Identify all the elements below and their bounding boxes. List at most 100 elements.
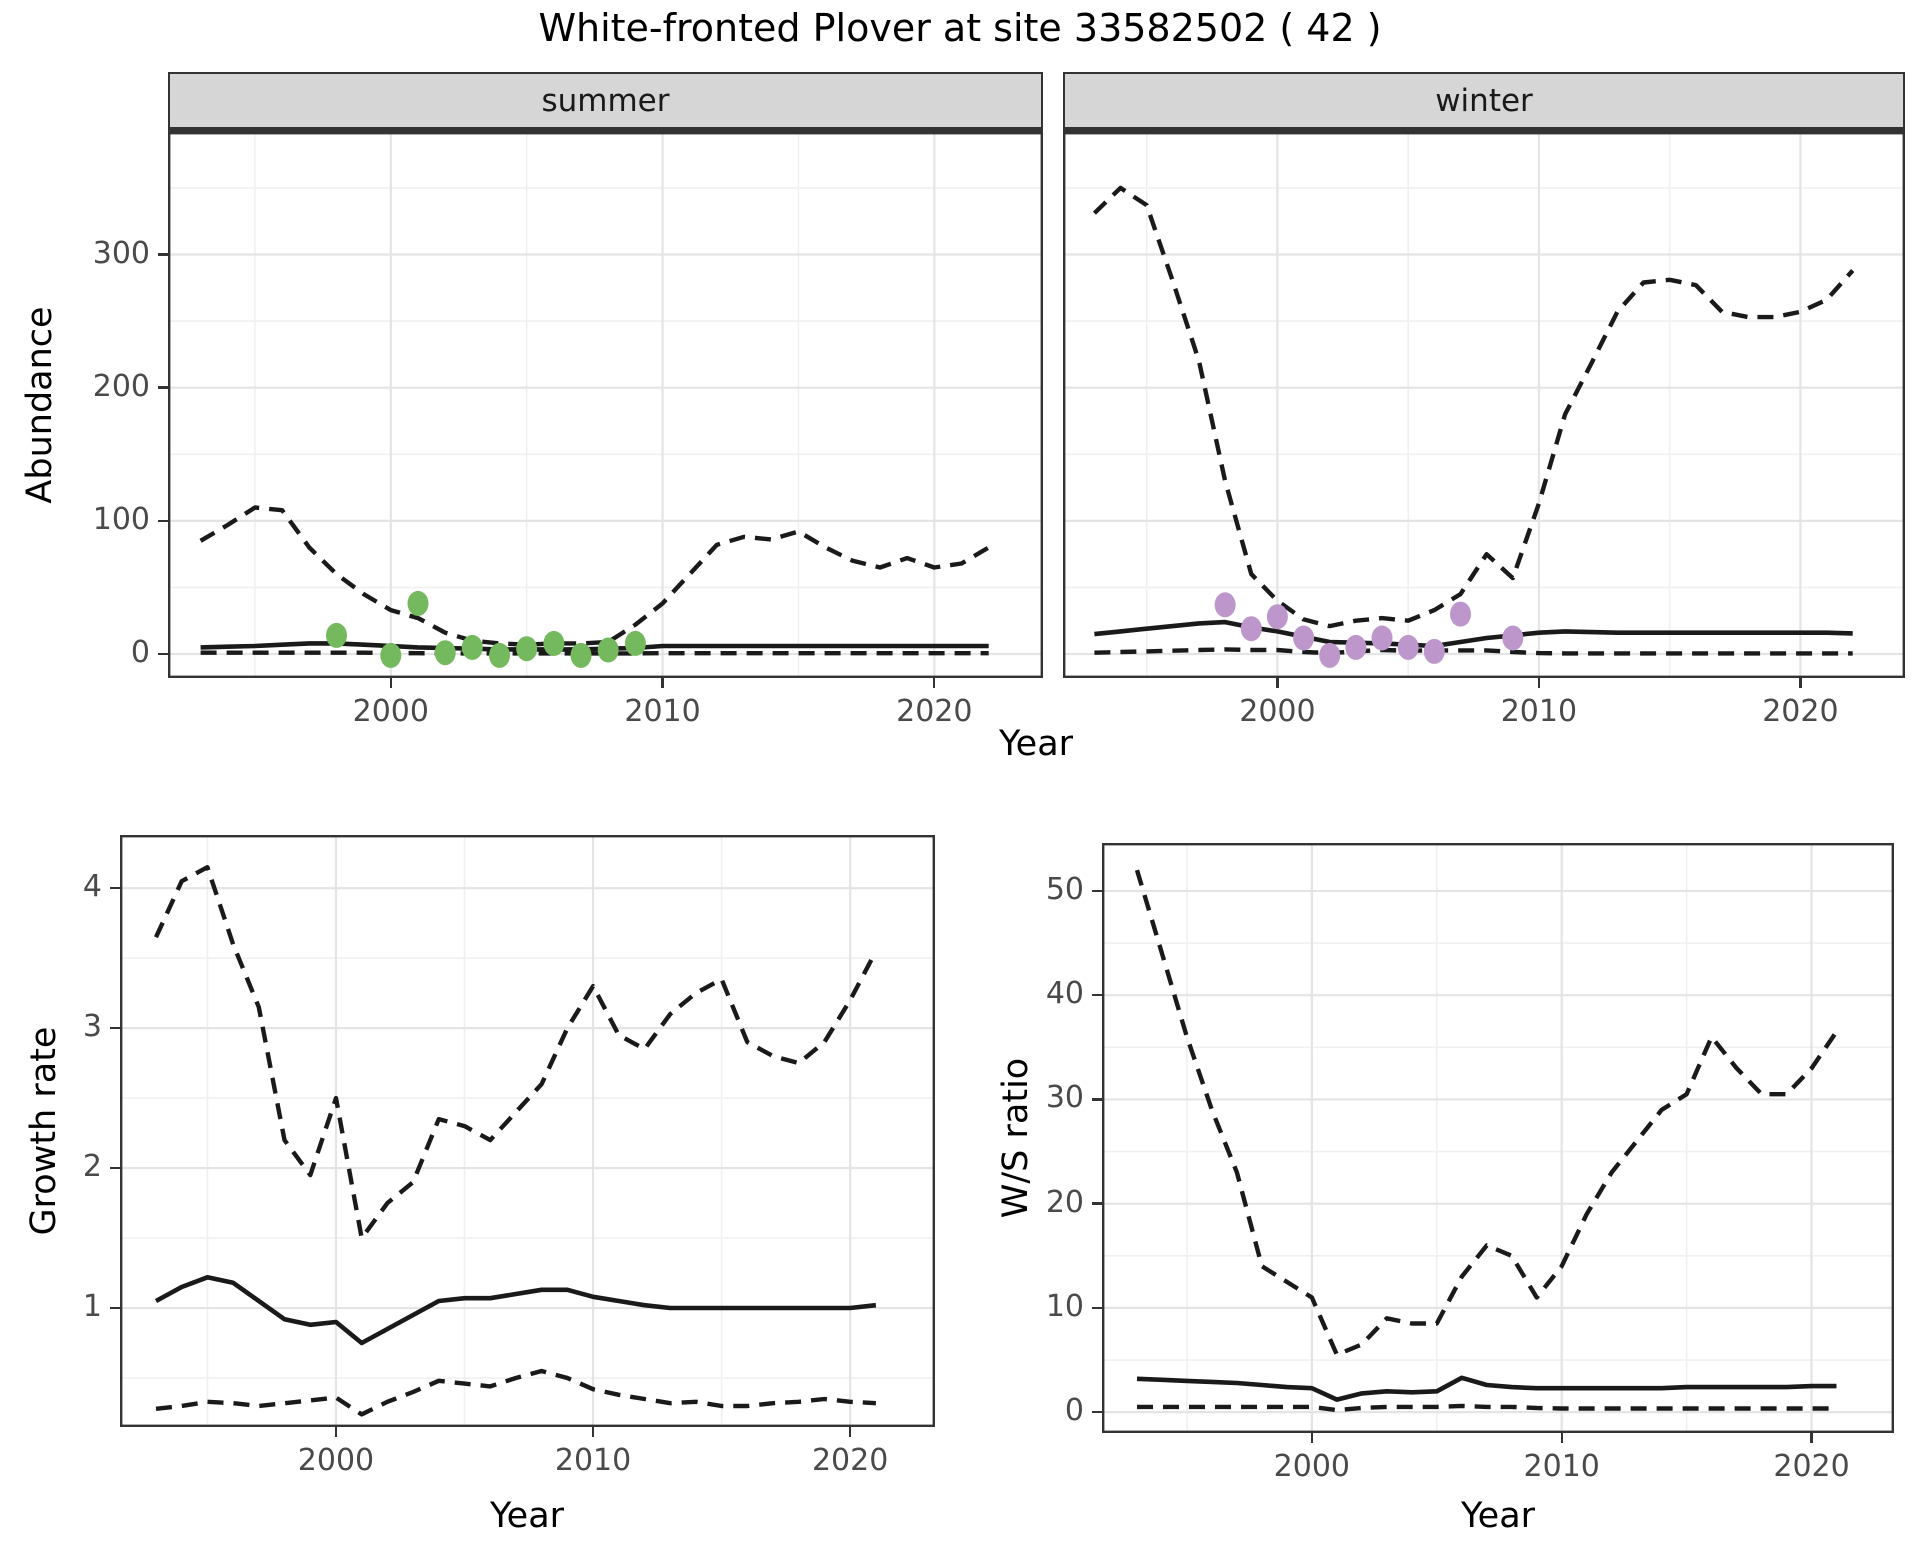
y-tick-mark — [158, 519, 168, 523]
observed-summer-counts — [543, 630, 565, 656]
observed-summer-counts — [570, 642, 592, 668]
y-tick-mark — [1092, 889, 1102, 893]
y-tick-label: 300 — [92, 235, 150, 271]
panel-border — [1102, 843, 1894, 1433]
y-tick-mark — [110, 1306, 120, 1310]
x-tick-mark — [334, 1427, 338, 1437]
ws-ratio-median-line — [1136, 1375, 1837, 1402]
x-tick-mark — [848, 1427, 852, 1437]
y-tick-mark — [110, 1026, 120, 1030]
observed-summer-counts — [434, 640, 456, 666]
ws-ratio-upper-95ci-line — [1134, 869, 1839, 1357]
x-axis-title-ws-ratio: Year — [1460, 1496, 1536, 1536]
y-tick-mark — [1092, 1098, 1102, 1101]
observed-summer-counts — [461, 634, 483, 660]
panel-border — [120, 835, 935, 1427]
panel-background — [1102, 843, 1894, 1433]
observed-winter-counts — [1345, 634, 1367, 660]
y-axis-title-growth-rate: Growth rate — [24, 1026, 64, 1236]
x-tick-mark — [1799, 678, 1802, 688]
facet-strip-winter: winter — [1063, 72, 1905, 132]
observed-summer-counts — [597, 637, 619, 663]
y-tick-label: 20 — [1045, 1184, 1084, 1220]
observed-winter-counts — [1319, 642, 1341, 668]
page-title: White-fronted Plover at site 33582502 ( … — [538, 6, 1382, 50]
x-tick-mark — [1560, 1433, 1563, 1443]
x-tick-mark — [1537, 678, 1541, 688]
panel-ws-ratio — [1102, 843, 1894, 1433]
x-tick-label: 2000 — [297, 1443, 375, 1478]
observed-summer-counts — [516, 636, 538, 662]
observed-winter-counts — [1423, 638, 1445, 664]
x-tick-label: 2020 — [1762, 694, 1839, 729]
x-tick-label: 2010 — [1500, 694, 1578, 729]
observed-summer-counts — [407, 590, 429, 616]
x-tick-label: 2000 — [352, 694, 429, 729]
y-tick-label: 0 — [130, 635, 150, 671]
x-tick-label: 2020 — [811, 1443, 889, 1478]
y-tick-mark — [158, 253, 168, 256]
x-tick-label: 2000 — [1239, 694, 1316, 729]
observed-winter-counts — [1397, 634, 1419, 660]
observed-summer-counts — [326, 622, 347, 648]
abundance-summer-upper-95ci-line — [199, 505, 990, 647]
y-tick-label: 4 — [82, 869, 102, 905]
observed-summer-counts — [624, 630, 646, 656]
observed-summer-counts — [489, 642, 510, 668]
y-tick-label: 10 — [1045, 1288, 1084, 1324]
ws-ratio-lower-95ci-line — [1137, 1403, 1837, 1413]
panel-abundance-winter — [1063, 132, 1905, 678]
x-tick-label: 2020 — [1773, 1449, 1850, 1484]
y-tick-label: 2 — [82, 1149, 102, 1185]
y-tick-label: 40 — [1045, 976, 1084, 1012]
y-tick-mark — [158, 652, 168, 656]
observed-winter-counts — [1502, 625, 1524, 651]
observed-winter-counts — [1450, 601, 1471, 627]
facet-strip-summer-label: summer — [541, 82, 670, 119]
panel-border — [1063, 132, 1905, 678]
x-tick-label: 2000 — [1273, 1449, 1351, 1484]
observed-winter-counts — [1266, 604, 1288, 630]
y-axis-title-abundance: Abundance — [20, 306, 60, 504]
x-tick-label: 2010 — [624, 694, 701, 729]
x-tick-label: 2010 — [554, 1443, 632, 1478]
observed-winter-counts — [1371, 625, 1393, 651]
facet-strip-summer: summer — [168, 72, 1043, 132]
observed-winter-counts — [1293, 625, 1315, 651]
x-tick-mark — [1810, 1433, 1813, 1443]
x-tick-mark — [1276, 678, 1279, 688]
y-tick-label: 30 — [1045, 1080, 1084, 1116]
y-tick-label: 100 — [92, 501, 150, 537]
y-tick-label: 0 — [1064, 1393, 1084, 1429]
y-tick-mark — [1092, 1410, 1102, 1414]
abundance-winter-lower-95ci-line — [1094, 647, 1853, 656]
x-tick-mark — [591, 1427, 595, 1437]
abundance-summer-lower-95ci-line — [200, 650, 989, 656]
growth-rate-median-line — [154, 1274, 877, 1346]
observed-summer-counts — [380, 642, 402, 668]
panel-abundance-summer — [168, 132, 1043, 678]
x-tick-label: 2010 — [1523, 1449, 1600, 1484]
abundance-winter-median-line — [1094, 619, 1853, 649]
x-tick-mark — [389, 678, 393, 688]
x-axis-title-growth-rate: Year — [489, 1496, 565, 1536]
y-tick-label: 200 — [92, 368, 150, 404]
panel-background — [1063, 132, 1905, 678]
panel-background — [168, 132, 1043, 678]
panel-background — [120, 835, 935, 1427]
observed-winter-counts — [1214, 592, 1236, 618]
abundance-winter-upper-95ci-line — [1092, 185, 1855, 629]
panel-border — [168, 132, 1043, 678]
x-axis-title-top: Year — [998, 724, 1074, 764]
growth-rate-lower-95ci-line — [155, 1368, 877, 1417]
y-tick-mark — [1092, 1306, 1102, 1310]
observed-winter-counts — [1240, 616, 1262, 642]
facet-strip-winter-label: winter — [1435, 82, 1533, 119]
x-tick-mark — [661, 678, 664, 688]
y-tick-label: 50 — [1045, 871, 1084, 907]
x-tick-mark — [933, 678, 936, 688]
y-tick-mark — [1092, 1202, 1102, 1205]
y-tick-mark — [158, 386, 168, 389]
y-tick-mark — [110, 886, 120, 890]
